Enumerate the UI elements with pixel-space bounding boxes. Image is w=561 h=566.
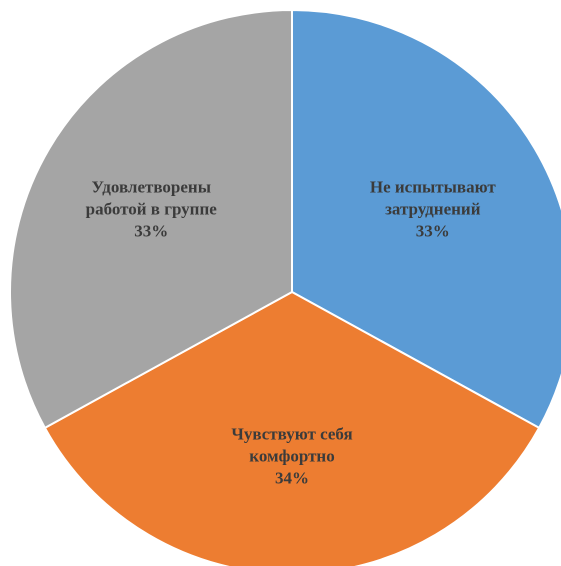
- slice-label-1: Не испытывают затруднений 33%: [370, 178, 496, 241]
- slice-label-3: Удовлетворены работой в группе 33%: [86, 178, 218, 241]
- slice-label-line: комфортно: [249, 447, 334, 466]
- slice-label-line: Чувствуют себя: [231, 425, 352, 444]
- slices-layer: [9, 8, 561, 566]
- slice-label-line: Не испытывают: [370, 178, 496, 197]
- pie-slice-1: [291, 8, 561, 430]
- slice-label-line: затруднений: [385, 200, 481, 219]
- labels-layer: Не испытывают затруднений 33% Чувствуют себ…: [86, 178, 497, 488]
- pie-slice-3: [9, 8, 293, 430]
- slice-label-2: Чувствуют себя комфортно 34%: [231, 425, 352, 488]
- slice-percent-label: 34%: [275, 469, 309, 488]
- slice-label-line: Удовлетворены: [91, 178, 211, 197]
- slice-label-line: работой в группе: [86, 200, 218, 219]
- slice-percent-label: 33%: [416, 222, 450, 241]
- slice-percent-label: 33%: [134, 222, 168, 241]
